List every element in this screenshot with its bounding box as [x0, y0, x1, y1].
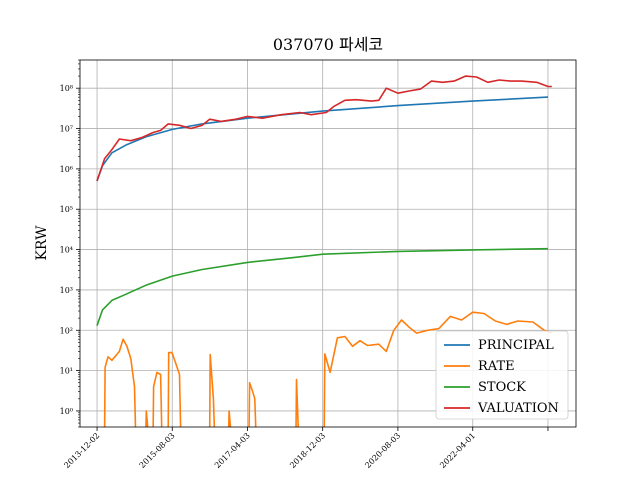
series-line-valuation [96, 75, 552, 182]
plot-frame [79, 59, 577, 428]
y-tick-label: 10⁸ [60, 84, 73, 93]
y-tick-label: 10² [60, 326, 73, 335]
legend-label-valuation: VALUATION [477, 401, 559, 416]
chart-title: 037070 파세코 [273, 35, 383, 54]
legend-label-stock: STOCK [478, 380, 526, 395]
legend-label-rate: RATE [478, 359, 515, 374]
y-tick-label: 10¹ [60, 367, 73, 376]
y-tick-label: 10⁶ [60, 165, 73, 174]
legend: PRINCIPAL RATE STOCK VALUATION [435, 330, 569, 420]
y-tick-label: 10³ [60, 286, 73, 295]
axes [79, 59, 577, 428]
series-line-stock [96, 247, 549, 326]
series-lines [96, 75, 553, 427]
y-tick-label: 10⁵ [60, 205, 73, 214]
y-tick-label: 10⁰ [60, 407, 73, 416]
series-line-principal [96, 96, 549, 182]
y-tick-label: 10⁴ [60, 246, 73, 255]
series-line-rate [103, 311, 553, 427]
legend-label-principal: PRINCIPAL [478, 338, 554, 353]
grid-lines [80, 60, 576, 427]
y-tick-label: 10⁷ [60, 125, 73, 134]
legend-box [435, 330, 569, 420]
y-axis-ticks: 10⁰ 10¹ 10² 10³ 10⁴ 10⁵ 10⁶ 10⁷ 10⁸ [60, 59, 80, 428]
y-axis-label: KRW [34, 225, 50, 261]
